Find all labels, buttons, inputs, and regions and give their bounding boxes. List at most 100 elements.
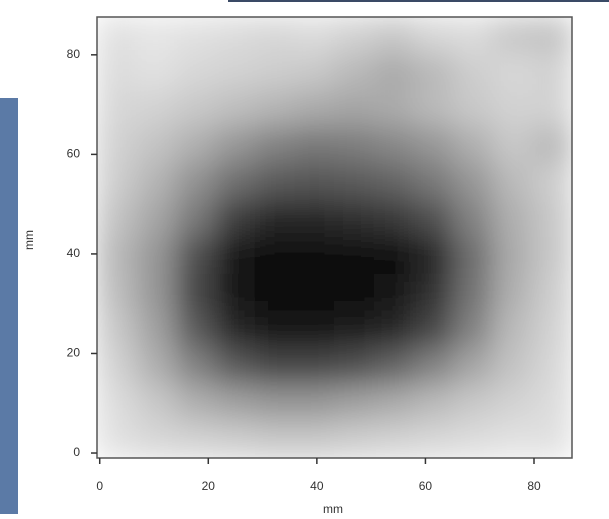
heatmap-cell	[215, 347, 256, 385]
heatmap-cell	[294, 310, 335, 349]
heatmap-cell	[175, 420, 217, 458]
heatmap-cell	[294, 90, 335, 128]
heatmap-cell	[215, 273, 256, 312]
heatmap-cell	[452, 17, 494, 55]
heatmap-cell	[413, 200, 454, 238]
heatmap-cell	[413, 273, 454, 312]
heatmap-cell	[97, 237, 138, 275]
heatmap-cell	[531, 347, 572, 385]
heatmap-cell	[136, 90, 177, 128]
heatmap-cell	[334, 53, 375, 91]
heatmap-cell	[215, 126, 256, 165]
x-tick-label: 20	[202, 479, 216, 493]
heatmap-cell	[373, 384, 415, 422]
heatmap-cell	[254, 200, 296, 238]
heatmap-cell	[413, 126, 454, 165]
heatmap-cell	[373, 347, 415, 385]
heatmap-cell	[294, 17, 335, 55]
heatmap-cell	[531, 90, 572, 128]
heatmap-cell	[492, 17, 533, 55]
heatmap-cell	[254, 310, 296, 349]
heatmap-cell	[531, 384, 572, 422]
heatmap-cell	[215, 163, 256, 202]
heatmap-cell	[531, 237, 572, 275]
heatmap-cell	[452, 90, 494, 128]
heatmap-cell	[531, 200, 572, 238]
heatmap-cell	[97, 273, 138, 312]
heatmap-cell	[531, 420, 572, 458]
heatmap-cell	[215, 200, 256, 238]
heatmap-cell	[136, 384, 177, 422]
heatmap-cell	[373, 420, 415, 458]
heatmap-cell	[531, 53, 572, 91]
heatmap-cell	[136, 17, 177, 55]
heatmap-cell	[136, 200, 177, 238]
heatmap-cell	[373, 200, 415, 238]
heatmap-cell	[254, 384, 296, 422]
heatmap-cell	[294, 347, 335, 385]
heatmap	[97, 17, 572, 458]
heatmap-cell	[294, 273, 335, 312]
heatmap-cell	[97, 420, 138, 458]
heatmap-cell	[136, 163, 177, 202]
heatmap-cell	[373, 126, 415, 165]
heatmap-cell	[215, 420, 256, 458]
heatmap-cell	[294, 420, 335, 458]
image-area	[97, 17, 572, 458]
heatmap-cell	[452, 384, 494, 422]
heatmap-cell	[215, 53, 256, 91]
heatmap-cell	[452, 310, 494, 349]
heatmap-cell	[215, 90, 256, 128]
heatmap-cell	[413, 310, 454, 349]
heatmap-cell	[97, 347, 138, 385]
heatmap-cell	[492, 53, 533, 91]
heatmap-cell	[413, 90, 454, 128]
heatmap-cell	[97, 384, 138, 422]
y-axis-label: mm	[22, 230, 36, 250]
heatmap-cell	[492, 163, 533, 202]
heatmap-cell	[97, 126, 138, 165]
x-tick-label: 60	[419, 479, 433, 493]
heatmap-cell	[175, 347, 217, 385]
y-tick-label: 0	[73, 445, 80, 459]
heatmap-cell	[452, 273, 494, 312]
y-tick-label: 80	[67, 47, 81, 61]
heatmap-cell	[334, 163, 375, 202]
heatmap-cell	[492, 310, 533, 349]
heatmap-cell	[97, 310, 138, 349]
heatmap-cell	[294, 200, 335, 238]
heatmap-cell	[175, 384, 217, 422]
heatmap-cell	[492, 384, 533, 422]
heatmap-cell	[334, 200, 375, 238]
heatmap-cell	[373, 310, 415, 349]
heatmap-cell	[175, 237, 217, 275]
heatmap-cell	[97, 90, 138, 128]
heatmap-cell	[334, 420, 375, 458]
heatmap-cell	[492, 237, 533, 275]
heatmap-cell	[452, 347, 494, 385]
heatmap-cell	[531, 273, 572, 312]
heatmap-cell	[373, 237, 415, 275]
heatmap-cell	[452, 420, 494, 458]
heatmap-cell	[175, 163, 217, 202]
heatmap-cell	[492, 347, 533, 385]
x-tick-label: 40	[310, 479, 324, 493]
heatmap-cell	[175, 273, 217, 312]
heatmap-cell	[492, 420, 533, 458]
heatmap-cell	[294, 163, 335, 202]
heatmap-cell	[334, 126, 375, 165]
heatmap-cell	[175, 200, 217, 238]
heatmap-cell	[97, 53, 138, 91]
heatmap-cell	[334, 347, 375, 385]
heatmap-cell	[175, 53, 217, 91]
heatmap-cell	[531, 126, 572, 165]
heatmap-cell	[215, 310, 256, 349]
heatmap-cell	[373, 90, 415, 128]
heatmap-cell	[413, 53, 454, 91]
heatmap-cell	[413, 237, 454, 275]
heatmap-cell	[97, 17, 138, 55]
top-edge	[228, 0, 609, 2]
heatmap-cell	[334, 273, 375, 312]
heatmap-cell	[334, 17, 375, 55]
